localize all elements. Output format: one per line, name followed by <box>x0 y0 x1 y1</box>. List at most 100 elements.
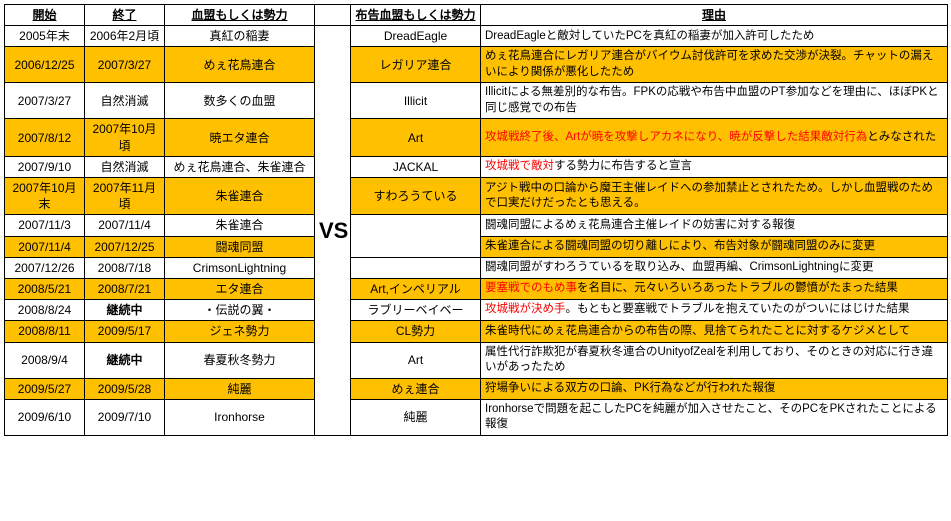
reason-text: 。もともと要塞戦でトラブルを抱えていたのがついにはじけた結果 <box>566 303 910 315</box>
cell-end: 2007/11/4 <box>85 215 165 236</box>
table-row: 2009/6/102009/7/10Ironhorse 純麗Ironhorseで問… <box>5 399 948 435</box>
cell-reason: DreadEagleと敵対していたPCを真紅の稲妻が加入許可したため <box>481 26 948 47</box>
cell-reason: 攻城戦が決め手。もともと要塞戦でトラブルを抱えていたのがついにはじけた結果 <box>481 300 948 321</box>
cell-target: レガリア連合 <box>351 47 481 83</box>
cell-end: 2008/7/18 <box>85 257 165 278</box>
cell-target <box>351 215 481 257</box>
cell-start: 2007/3/27 <box>5 83 85 119</box>
reason-text: する勢力に布告すると宣言 <box>554 160 692 172</box>
reason-text: Ironhorseで問題を起こしたPCを純麗が加入させたこと、そのPCをPKされ… <box>485 403 937 431</box>
reason-text: 攻城戦終了後、Artが暁を攻撃しアカネになり、暁が反撃した結果敵対行為 <box>485 131 867 143</box>
cell-clan: ジェネ勢力 <box>165 321 315 342</box>
cell-reason: 闘魂同盟がすわろうているを取り込み、血盟再編、CrimsonLightningに… <box>481 257 948 278</box>
table-row: 2006/12/252007/3/27めぇ花鳥連合レガリア連合めぇ花鳥連合にレガ… <box>5 47 948 83</box>
reason-text: 朱雀時代にめぇ花鳥連合からの布告の際、見捨てられたことに対するケジメとして <box>485 325 910 337</box>
cell-start: 2008/9/4 <box>5 342 85 378</box>
cell-end: 2009/5/28 <box>85 378 165 399</box>
cell-reason: 闘魂同盟によるめぇ花鳥連合主催レイドの妨害に対する報復 <box>481 215 948 236</box>
cell-end: 2009/5/17 <box>85 321 165 342</box>
cell-start: 2008/5/21 <box>5 278 85 299</box>
reason-text: 闘魂同盟がすわろうているを取り込み、血盟再編、CrimsonLightningに… <box>485 261 874 273</box>
cell-end: 2009/7/10 <box>85 399 165 435</box>
cell-target: めぇ連合 <box>351 378 481 399</box>
reason-text: 闘魂同盟によるめぇ花鳥連合主催レイドの妨害に対する報復 <box>485 219 795 231</box>
header-end: 終了 <box>85 5 165 26</box>
cell-clan: 朱雀連合 <box>165 215 315 236</box>
cell-clan: 数多くの血盟 <box>165 83 315 119</box>
cell-reason: 狩場争いによる双方の口論、PK行為などが行われた報復 <box>481 378 948 399</box>
reason-text: 攻城戦が決め手 <box>485 303 566 315</box>
cell-clan: Ironhorse <box>165 399 315 435</box>
table-row: 2008/5/212008/7/21エタ連合Art,インペリアル要塞戦でのもめ事… <box>5 278 948 299</box>
cell-reason: 要塞戦でのもめ事を名目に、元々いろいろあったトラブルの鬱憤がたまった結果 <box>481 278 948 299</box>
cell-end: 2006年2月頃 <box>85 26 165 47</box>
reason-text: Illicitによる無差別的な布告。FPKの応戦や布告中血盟のPT参加などを理由… <box>485 86 939 114</box>
table-body: 2005年末2006年2月頃真紅の稲妻VSDreadEagleDreadEagl… <box>5 26 948 436</box>
cell-reason: 攻城戦で敵対する勢力に布告すると宣言 <box>481 156 948 177</box>
cell-clan: CrimsonLightning <box>165 257 315 278</box>
cell-end: 2007/3/27 <box>85 47 165 83</box>
reason-text: 属性代行詐欺犯が春夏秋冬連合のUnityofZealを利用しており、そのときの対… <box>485 346 933 374</box>
cell-reason: Illicitによる無差別的な布告。FPKの応戦や布告中血盟のPT参加などを理由… <box>481 83 948 119</box>
cell-end: 2007年10月頃 <box>85 119 165 156</box>
cell-reason: Ironhorseで問題を起こしたPCを純麗が加入させたこと、そのPCをPKされ… <box>481 399 948 435</box>
table-row: 2007/9/10自然消滅めぇ花鳥連合、朱雀連合JACKAL攻城戦で敵対する勢力… <box>5 156 948 177</box>
cell-clan: エタ連合 <box>165 278 315 299</box>
cell-end: 継続中 <box>85 342 165 378</box>
cell-reason: 朱雀時代にめぇ花鳥連合からの布告の際、見捨てられたことに対するケジメとして <box>481 321 948 342</box>
reason-text: DreadEagleと敵対していたPCを真紅の稲妻が加入許可したため <box>485 30 814 42</box>
cell-end: 自然消滅 <box>85 156 165 177</box>
cell-end: 2007/12/25 <box>85 236 165 257</box>
cell-start: 2007年10月末 <box>5 178 85 215</box>
cell-clan: 暁エタ連合 <box>165 119 315 156</box>
cell-start: 2007/8/12 <box>5 119 85 156</box>
header-reason: 理由 <box>481 5 948 26</box>
cell-clan: 闘魂同盟 <box>165 236 315 257</box>
cell-start: 2007/12/26 <box>5 257 85 278</box>
cell-reason: 攻城戦終了後、Artが暁を攻撃しアカネになり、暁が反撃した結果敵対行為とみなされ… <box>481 119 948 156</box>
header-clan: 血盟もしくは勢力 <box>165 5 315 26</box>
cell-reason: めぇ花鳥連合にレガリア連合がバイウム討伐許可を求めた交渉が決裂。チャットの漏えい… <box>481 47 948 83</box>
cell-target: Illicit <box>351 83 481 119</box>
cell-start: 2006/12/25 <box>5 47 85 83</box>
cell-target: DreadEagle <box>351 26 481 47</box>
cell-target: Art <box>351 119 481 156</box>
cell-reason: アジト戦中の口論から魔王主催レイドへの参加禁止とされたため。しかし血盟戦のためで… <box>481 178 948 215</box>
cell-clan: めぇ花鳥連合、朱雀連合 <box>165 156 315 177</box>
cell-start: 2009/5/27 <box>5 378 85 399</box>
cell-start: 2007/11/3 <box>5 215 85 236</box>
cell-target: Art,インペリアル <box>351 278 481 299</box>
cell-start: 2009/6/10 <box>5 399 85 435</box>
cell-start: 2007/9/10 <box>5 156 85 177</box>
cell-clan: 朱雀連合 <box>165 178 315 215</box>
reason-text: を名目に、元々いろいろあったトラブルの鬱憤がたまった結果 <box>577 282 898 294</box>
reason-text: 攻城戦で敵対 <box>485 160 554 172</box>
table-row: 2005年末2006年2月頃真紅の稲妻VSDreadEagleDreadEagl… <box>5 26 948 47</box>
table-row: 2008/8/24継続中・伝説の翼・ラブリーベイベー攻城戦が決め手。もともと要塞… <box>5 300 948 321</box>
table-row: 2009/5/272009/5/28純麗めぇ連合狩場争いによる双方の口論、PK行… <box>5 378 948 399</box>
table-row: 2007/3/27自然消滅数多くの血盟 IllicitIllicitによる無差別的… <box>5 83 948 119</box>
cell-clan: 春夏秋冬勢力 <box>165 342 315 378</box>
reason-text: とみなされた <box>867 131 936 143</box>
cell-start: 2008/8/11 <box>5 321 85 342</box>
cell-clan: 真紅の稲妻 <box>165 26 315 47</box>
reason-text: 朱雀連合による闘魂同盟の切り離しにより、布告対象が闘魂同盟のみに変更 <box>485 240 875 252</box>
cell-target: 純麗 <box>351 399 481 435</box>
cell-target: ラブリーベイベー <box>351 300 481 321</box>
table-row: 2007年10月末2007年11月頃朱雀連合すわろうているアジト戦中の口論から魔… <box>5 178 948 215</box>
cell-vs: VS <box>315 26 351 436</box>
table-header: 開始 終了 血盟もしくは勢力 布告血盟もしくは勢力 理由 <box>5 5 948 26</box>
cell-reason: 属性代行詐欺犯が春夏秋冬連合のUnityofZealを利用しており、そのときの対… <box>481 342 948 378</box>
table-row: 2007/11/32007/11/4朱雀連合 闘魂同盟によるめぇ花鳥連合主催レイド… <box>5 215 948 236</box>
reason-text: めぇ花鳥連合にレガリア連合がバイウム討伐許可を求めた交渉が決裂。チャットの漏えい… <box>485 50 933 78</box>
war-history-table: 開始 終了 血盟もしくは勢力 布告血盟もしくは勢力 理由 2005年末2006年… <box>4 4 948 436</box>
cell-reason: 朱雀連合による闘魂同盟の切り離しにより、布告対象が闘魂同盟のみに変更 <box>481 236 948 257</box>
cell-target: すわろうている <box>351 178 481 215</box>
header-start: 開始 <box>5 5 85 26</box>
reason-text: アジト戦中の口論から魔王主催レイドへの参加禁止とされたため。しかし血盟戦のためで… <box>485 182 933 210</box>
cell-start: 2007/11/4 <box>5 236 85 257</box>
cell-end: 自然消滅 <box>85 83 165 119</box>
table-row: 2008/9/4継続中春夏秋冬勢力 Art属性代行詐欺犯が春夏秋冬連合のUnity… <box>5 342 948 378</box>
cell-target: CL勢力 <box>351 321 481 342</box>
cell-target: Art <box>351 342 481 378</box>
